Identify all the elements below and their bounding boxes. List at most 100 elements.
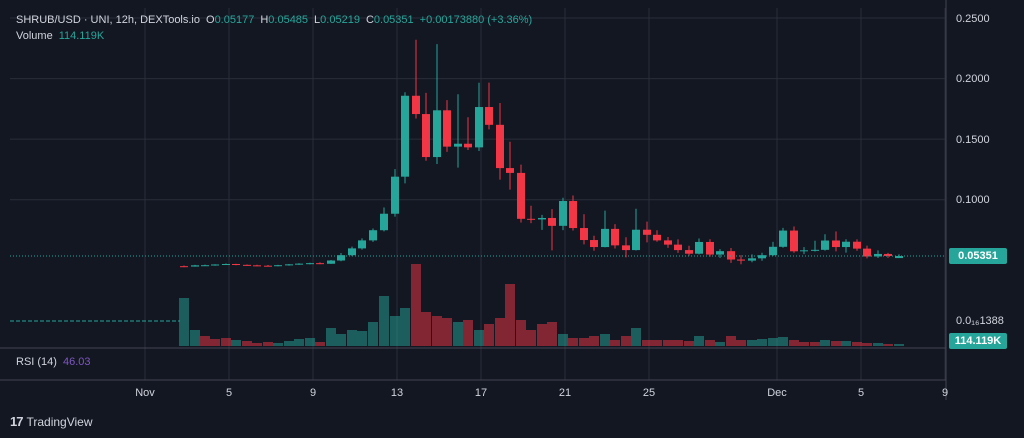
volume-bar bbox=[684, 341, 694, 346]
price-axis-tick: 0.2000 bbox=[956, 73, 990, 85]
time-axis-tick: 5 bbox=[226, 387, 232, 399]
volume-bar bbox=[474, 330, 484, 346]
candle-body bbox=[538, 217, 546, 220]
candle-body bbox=[695, 241, 703, 254]
volume-bar bbox=[421, 312, 431, 346]
candle-body bbox=[253, 265, 261, 267]
volume-bar bbox=[495, 318, 505, 346]
candle-body bbox=[706, 241, 714, 255]
rsi-legend[interactable]: RSI (14) 46.03 bbox=[16, 356, 91, 368]
candle-body bbox=[191, 265, 199, 267]
volume-bar bbox=[841, 341, 851, 346]
candle-body bbox=[232, 264, 240, 266]
candle-body bbox=[821, 240, 829, 250]
candle-body bbox=[853, 241, 861, 249]
volume-bar bbox=[294, 339, 304, 346]
volume-bar bbox=[326, 328, 336, 346]
candle-body bbox=[527, 218, 535, 220]
volume-value: 114.119K bbox=[58, 30, 105, 42]
time-axis-tick: 9 bbox=[310, 387, 316, 399]
candle-body bbox=[863, 248, 871, 257]
volume-bar bbox=[862, 343, 872, 346]
candle-body bbox=[559, 201, 567, 226]
volume-bar bbox=[726, 336, 736, 346]
candle-body bbox=[758, 255, 766, 259]
volume-bar bbox=[336, 334, 346, 346]
candle-body bbox=[412, 95, 420, 115]
candle-body bbox=[369, 230, 377, 241]
volume-bar bbox=[568, 338, 578, 346]
volume-bar bbox=[810, 342, 820, 346]
volume-bar bbox=[368, 322, 378, 346]
volume-bar bbox=[400, 308, 410, 346]
time-axis-tick: 13 bbox=[391, 387, 403, 399]
close-label: C bbox=[365, 14, 374, 26]
volume-bar bbox=[453, 322, 463, 346]
volume-bar bbox=[652, 340, 662, 346]
volume-bar bbox=[463, 320, 473, 346]
volume-bar bbox=[736, 340, 746, 346]
candle-body bbox=[737, 259, 745, 261]
high-value: 0.05485 bbox=[268, 14, 309, 26]
candle-body bbox=[327, 260, 335, 264]
candle-body bbox=[548, 217, 556, 226]
chart-legend: SHRUB/USD · UNI, 12h, DEXTools.io O 0.051… bbox=[16, 12, 532, 44]
open-label: O bbox=[206, 14, 215, 26]
candle-body bbox=[895, 256, 903, 259]
volume-bar bbox=[789, 340, 799, 346]
price-axis-tick: 0.1000 bbox=[956, 194, 990, 206]
tradingview-logo[interactable]: 17 TradingView bbox=[10, 414, 93, 429]
candle-body bbox=[401, 95, 409, 177]
candle-body bbox=[779, 230, 787, 247]
volume-bar bbox=[768, 338, 778, 346]
volume-bar bbox=[589, 336, 599, 346]
candle-body bbox=[316, 263, 324, 265]
rsi-label: RSI (14) bbox=[16, 356, 57, 368]
volume-bar bbox=[663, 340, 673, 346]
candle-body bbox=[433, 110, 441, 158]
volume-bar bbox=[315, 342, 325, 346]
volume-bar bbox=[883, 344, 893, 346]
time-axis-tick: Nov bbox=[135, 387, 155, 399]
candle-body bbox=[180, 266, 188, 268]
candle-body bbox=[664, 240, 672, 245]
candle-body bbox=[337, 255, 345, 261]
volume-bar bbox=[715, 342, 725, 346]
volume-bar bbox=[190, 330, 200, 346]
volume-bar bbox=[579, 338, 589, 346]
time-axis-tick: 21 bbox=[559, 387, 571, 399]
tradingview-icon: 17 bbox=[10, 414, 24, 429]
candle-body bbox=[264, 265, 272, 267]
candle-body bbox=[506, 168, 514, 173]
candle-body bbox=[380, 213, 388, 231]
candle-body bbox=[674, 244, 682, 251]
candle-body bbox=[391, 176, 399, 214]
candle-body bbox=[748, 258, 756, 261]
time-axis-tick: 5 bbox=[858, 387, 864, 399]
candle-body bbox=[422, 114, 430, 158]
volume-bar bbox=[231, 340, 241, 346]
volume-bar bbox=[757, 339, 767, 346]
volume-bar bbox=[631, 328, 641, 346]
candle-body bbox=[716, 251, 724, 255]
last-price-tag: 0.05351 bbox=[949, 248, 1007, 264]
volume-label[interactable]: Volume bbox=[16, 30, 53, 42]
candle-body bbox=[517, 172, 525, 219]
candle-body bbox=[211, 264, 219, 266]
candle-body bbox=[222, 264, 230, 266]
candle-body bbox=[632, 229, 640, 251]
volume-bar bbox=[673, 340, 683, 346]
symbol-title[interactable]: SHRUB/USD · UNI, 12h, DEXTools.io bbox=[16, 14, 200, 26]
volume-bar bbox=[526, 330, 536, 346]
volume-bar bbox=[284, 341, 294, 346]
candle-body bbox=[611, 228, 619, 246]
candle-body bbox=[727, 251, 735, 260]
volume-bar bbox=[379, 296, 389, 346]
volume-bar bbox=[200, 336, 210, 346]
low-value: 0.05219 bbox=[320, 14, 360, 26]
volume-bar bbox=[357, 331, 367, 346]
volume-bar bbox=[210, 339, 220, 346]
volume-bar bbox=[705, 340, 715, 346]
candle-body bbox=[464, 143, 472, 148]
